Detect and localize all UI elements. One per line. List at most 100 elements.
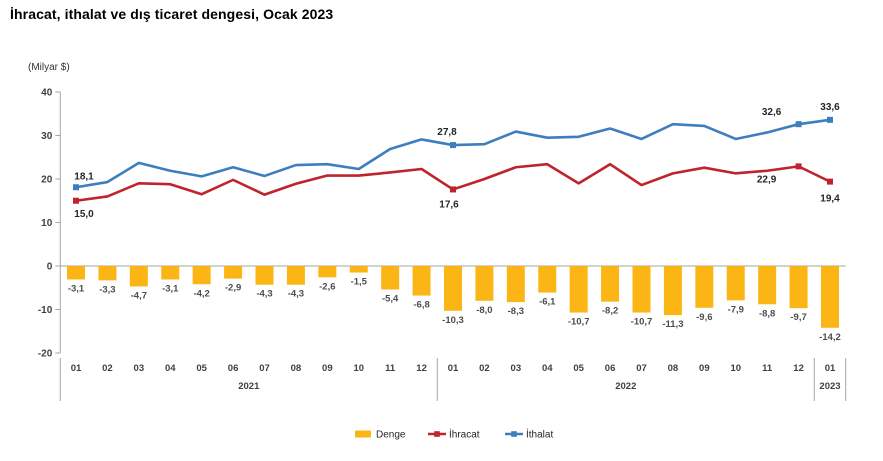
bar-value-label: -9,7 bbox=[790, 312, 806, 323]
legend-label-ihracat: İhracat bbox=[449, 428, 480, 441]
year-label: 2022 bbox=[615, 381, 636, 392]
bar-denge bbox=[318, 266, 337, 278]
x-tick-label: 11 bbox=[385, 363, 396, 374]
bar-value-label: -10,7 bbox=[568, 317, 590, 328]
bar-denge bbox=[695, 266, 714, 308]
bar-value-label: -4,3 bbox=[256, 289, 272, 300]
ihracat-polyline bbox=[75, 162, 831, 203]
x-tick-label: 10 bbox=[353, 363, 364, 374]
bar-denge bbox=[632, 266, 651, 313]
bar-denge bbox=[506, 266, 525, 303]
y-tick-label: 0 bbox=[47, 262, 53, 273]
x-tick-label: 12 bbox=[793, 363, 804, 374]
bar-value-label: -11,3 bbox=[662, 319, 683, 330]
bar-denge bbox=[129, 266, 148, 287]
bar-value-label: -6,1 bbox=[539, 297, 556, 308]
legend-marker-ihracat bbox=[434, 431, 440, 437]
y-axis: 40 30 20 10 0 -10 -20 bbox=[38, 88, 61, 360]
bar-denge bbox=[98, 266, 117, 281]
bar-denge bbox=[569, 266, 588, 313]
legend-item-denge: Denge bbox=[355, 430, 406, 441]
ithalat-point-label: 18,1 bbox=[74, 171, 94, 182]
bar-denge bbox=[758, 266, 777, 305]
y-tick-label: 20 bbox=[41, 175, 53, 186]
x-tick-label: 02 bbox=[102, 363, 113, 374]
ithalat-marker bbox=[795, 121, 802, 128]
bar-denge bbox=[726, 266, 745, 301]
legend-marker-ithalat bbox=[511, 431, 517, 437]
bar-value-label: -1,5 bbox=[351, 277, 368, 288]
bar-value-label: -8,2 bbox=[602, 306, 618, 317]
x-tick-label: 12 bbox=[416, 363, 427, 374]
bar-value-label: -2,6 bbox=[319, 281, 335, 292]
ithalat-point-label: 27,8 bbox=[437, 127, 457, 138]
x-tick-label: 03 bbox=[511, 363, 522, 374]
bar-denge bbox=[192, 266, 211, 285]
ithalat-point-label: 33,6 bbox=[820, 102, 840, 113]
x-tick-label: 09 bbox=[699, 363, 710, 374]
bar-denge bbox=[821, 266, 840, 328]
bar-value-label: -8,8 bbox=[759, 308, 775, 319]
x-tick-label: 09 bbox=[322, 363, 333, 374]
x-tick-label: 04 bbox=[542, 363, 553, 374]
page-title: İhracat, ithalat ve dış ticaret dengesi,… bbox=[10, 6, 334, 22]
chart-legend: Denge İhracat İthalat bbox=[355, 428, 553, 441]
bar-denge bbox=[475, 266, 494, 301]
ihracat-marker bbox=[450, 186, 457, 193]
ithalat-marker bbox=[73, 184, 79, 191]
bar-denge bbox=[161, 266, 180, 280]
bar-value-label: -4,2 bbox=[193, 288, 209, 299]
x-tick-label: 04 bbox=[165, 363, 176, 374]
year-label: 2023 bbox=[819, 381, 840, 392]
x-tick-label: 08 bbox=[291, 363, 302, 374]
bar-value-label: -14,2 bbox=[819, 332, 841, 343]
x-tick-label: 01 bbox=[448, 363, 459, 374]
bar-denge bbox=[224, 266, 243, 279]
x-tick-label: 01 bbox=[825, 363, 836, 374]
ithalat-line: 18,1 27,8 32,6 33,6 bbox=[73, 102, 840, 191]
x-tick-label: 05 bbox=[196, 363, 207, 374]
x-tick-label: 01 bbox=[71, 363, 82, 374]
ihracat-point-label: 17,6 bbox=[439, 199, 459, 210]
legend-item-ithalat: İthalat bbox=[505, 428, 553, 441]
bar-value-label: -8,0 bbox=[476, 305, 492, 316]
y-axis-unit-label: (Milyar $) bbox=[28, 62, 70, 73]
x-tick-label: 11 bbox=[762, 363, 773, 374]
bar-value-label: -9,6 bbox=[696, 312, 712, 323]
ihracat-marker bbox=[827, 178, 834, 185]
ihracat-point-label: 22,9 bbox=[757, 174, 777, 185]
year-label: 2021 bbox=[238, 381, 260, 392]
y-tick-label: -10 bbox=[38, 305, 53, 316]
legend-label-ithalat: İthalat bbox=[526, 428, 553, 441]
ithalat-marker bbox=[450, 142, 457, 149]
x-tick-label: 05 bbox=[573, 363, 584, 374]
x-tick-label: 06 bbox=[228, 363, 239, 374]
ihracat-point-label: 19,4 bbox=[820, 194, 840, 205]
bar-value-label: -4,7 bbox=[131, 290, 147, 301]
bar-value-label: -5,4 bbox=[382, 293, 399, 304]
bar-value-label: -3,1 bbox=[68, 283, 85, 294]
ihracat-marker bbox=[795, 163, 802, 170]
legend-swatch-denge bbox=[355, 430, 371, 438]
x-tick-label: 10 bbox=[730, 363, 741, 374]
bar-denge bbox=[381, 266, 400, 290]
bar-denge bbox=[444, 266, 463, 311]
y-tick-label: 30 bbox=[41, 131, 53, 142]
bar-denge bbox=[789, 266, 808, 309]
y-tick-label: -20 bbox=[38, 349, 53, 360]
legend-item-ihracat: İhracat bbox=[428, 428, 480, 441]
x-tick-label: 02 bbox=[479, 363, 490, 374]
bar-denge bbox=[412, 266, 431, 296]
ithalat-point-label: 32,6 bbox=[762, 107, 782, 118]
bar-denge bbox=[255, 266, 274, 285]
y-tick-label: 10 bbox=[41, 218, 53, 229]
bar-value-label: -10,7 bbox=[631, 317, 653, 328]
bar-denge bbox=[601, 266, 620, 302]
ihracat-marker bbox=[73, 197, 79, 204]
x-tick-label: 06 bbox=[605, 363, 616, 374]
x-tick-label: 07 bbox=[259, 363, 270, 374]
bar-value-label: -3,1 bbox=[162, 283, 179, 294]
bar-denge bbox=[286, 266, 305, 285]
bar-value-label: -6,8 bbox=[413, 300, 429, 311]
y-tick-label: 40 bbox=[41, 88, 53, 99]
